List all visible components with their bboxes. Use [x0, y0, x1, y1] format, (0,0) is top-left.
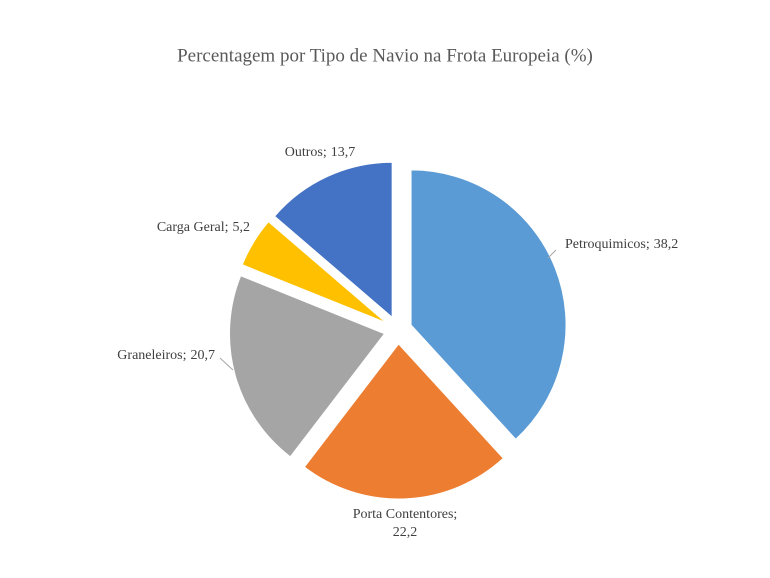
category-label: Petroquimicos; [565, 237, 650, 252]
category-label: Graneleiros; [117, 348, 186, 363]
category-label: Porta Contentores; [353, 507, 458, 522]
data-label: Porta Contentores; 22,2 [353, 507, 458, 540]
value-label: 22,2 [393, 525, 418, 540]
pie-slice [273, 161, 393, 319]
data-label: Outros; 13,7 [285, 145, 356, 160]
value-label: 20,7 [191, 348, 216, 363]
pie-slice [303, 343, 504, 500]
pie-slice [241, 220, 387, 324]
data-label: Petroquimicos; 38,2 [565, 237, 678, 252]
leader-line [219, 357, 234, 371]
value-label: 13,7 [331, 145, 356, 160]
data-label: Graneleiros; 20,7 [117, 348, 215, 363]
category-label: Outros; [285, 145, 327, 160]
pie-slice [228, 275, 386, 458]
pie-slice [410, 169, 567, 440]
leader-line [547, 249, 557, 259]
category-label: Carga Geral; [157, 220, 229, 235]
chart-title: Percentagem por Tipo de Navio na Frota E… [177, 45, 593, 66]
data-label: Carga Geral; 5,2 [157, 220, 250, 235]
value-label: 5,2 [233, 220, 251, 235]
value-label: 38,2 [654, 237, 679, 252]
